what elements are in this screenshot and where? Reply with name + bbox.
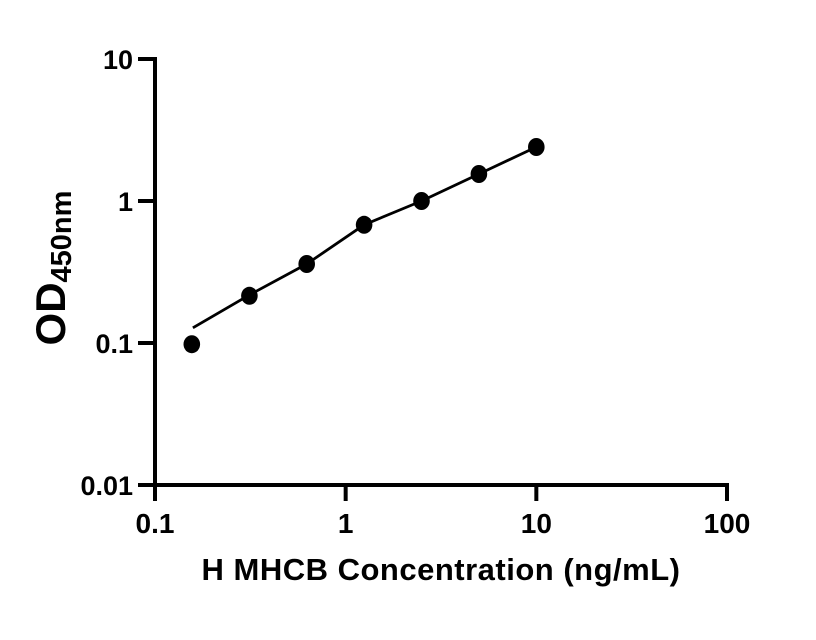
y-axis-title-subscript: 450nm [46,190,78,283]
data-point [298,255,316,273]
data-point [413,192,430,210]
y-tick-label: 10 [103,45,133,75]
y-axis-title: OD 450nm [27,158,83,378]
data-point [528,138,545,156]
data-point [470,165,488,183]
data-point [241,286,258,305]
x-tick-label: 10 [521,508,552,539]
x-axis-title: H MHCB Concentration (ng/mL) [201,552,681,587]
y-tick-label: 0.01 [80,471,133,501]
y-tick-label: 0.1 [95,329,133,359]
x-tick-label: 0.1 [136,508,175,539]
data-point [355,215,373,234]
y-tick-label: 1 [118,187,133,217]
x-tick-label: 100 [704,508,751,539]
y-axis-title-main: OD [27,282,74,346]
x-tick-label: 1 [338,508,354,539]
data-point [183,335,201,354]
